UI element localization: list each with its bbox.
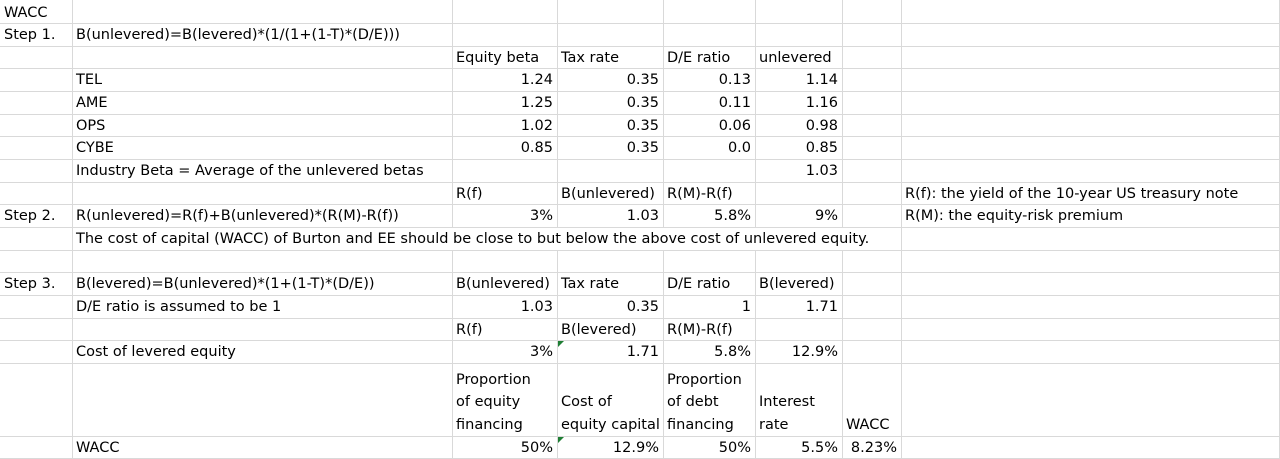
company-name[interactable]: OPS [76, 118, 106, 134]
gridline [0, 136, 1280, 137]
header-prop-equity[interactable]: Proportion [456, 372, 531, 388]
tax-rate-cell[interactable]: 0.35 [626, 299, 659, 315]
wacc-label[interactable]: WACC [76, 440, 120, 456]
company-name[interactable]: CYBE [76, 140, 114, 156]
r-unlevered-cell[interactable]: 9% [814, 208, 838, 224]
interest-rate-cell[interactable]: 5.5% [801, 440, 838, 456]
assumption-label[interactable]: D/E ratio is assumed to be 1 [76, 299, 282, 315]
header-prop-debt[interactable]: financing [667, 417, 734, 433]
header-prop-debt[interactable]: Proportion [667, 372, 742, 388]
col-header-b-levered[interactable]: B(levered) [561, 322, 637, 338]
header-prop-equity[interactable]: of equity [456, 394, 521, 410]
de-ratio-cell[interactable]: 0.13 [718, 72, 751, 88]
header-interest-rate[interactable]: rate [759, 417, 789, 433]
b-levered-cell[interactable]: 1.71 [626, 344, 659, 360]
gridline [0, 68, 1280, 69]
gridline [0, 272, 1280, 273]
prop-equity-cell[interactable]: 50% [520, 440, 553, 456]
gridline [0, 363, 1280, 364]
de-ratio-cell[interactable]: 0.0 [727, 140, 751, 156]
step3-formula[interactable]: B(levered)=B(unlevered)*(1+(1-T)*(D/E)) [76, 276, 375, 292]
gridline [0, 227, 1280, 228]
col-header-b-unlevered[interactable]: B(unlevered) [456, 276, 550, 292]
de-ratio-cell[interactable]: 0.06 [718, 118, 751, 134]
tax-rate-cell[interactable]: 0.35 [626, 95, 659, 111]
col-header-de-ratio[interactable]: D/E ratio [667, 50, 731, 66]
industry-beta-value[interactable]: 1.03 [805, 163, 838, 179]
rf-cell[interactable]: 3% [529, 344, 553, 360]
gridline [0, 250, 1280, 251]
header-cost-equity[interactable]: Cost of [561, 394, 612, 410]
equity-beta-cell[interactable]: 1.02 [520, 118, 553, 134]
gridline [0, 295, 1280, 296]
col-header-unlevered[interactable]: unlevered [759, 50, 832, 66]
b-unlevered-cell[interactable]: 1.03 [520, 299, 553, 315]
formula-indicator-icon [558, 437, 564, 443]
company-name[interactable]: TEL [76, 72, 103, 88]
wacc-cell[interactable]: 8.23% [850, 440, 897, 456]
step1-label[interactable]: Step 1. [4, 27, 56, 43]
company-name[interactable]: AME [76, 95, 108, 111]
gridline [0, 46, 1280, 47]
header-interest-rate[interactable]: Interest [759, 394, 815, 410]
gridline [0, 159, 1280, 160]
col-header-rf[interactable]: R(f) [456, 322, 483, 338]
gridline [0, 182, 1280, 183]
step1-formula[interactable]: B(unlevered)=B(levered)*(1/(1+(1-T)*(D/E… [76, 27, 400, 43]
cost-levered-equity-cell[interactable]: 12.9% [791, 344, 838, 360]
industry-beta-label[interactable]: Industry Beta = Average of the unlevered… [76, 163, 424, 179]
tax-rate-cell[interactable]: 0.35 [626, 140, 659, 156]
rm-rf-cell[interactable]: 5.8% [714, 208, 751, 224]
rf-cell[interactable]: 3% [529, 208, 553, 224]
gridline [0, 204, 1280, 205]
b-levered-cell[interactable]: 1.71 [805, 299, 838, 315]
col-header-rf[interactable]: R(f) [456, 186, 483, 202]
header-prop-equity[interactable]: financing [456, 417, 523, 433]
formula-indicator-icon [558, 341, 564, 347]
step2-label[interactable]: Step 2. [4, 208, 56, 224]
step2-formula[interactable]: R(unlevered)=R(f)+B(unlevered)*(R(M)-R(f… [76, 208, 399, 224]
unlevered-beta-cell[interactable]: 0.98 [805, 118, 838, 134]
unlevered-beta-cell[interactable]: 1.16 [805, 95, 838, 111]
header-wacc[interactable]: WACC [846, 417, 890, 433]
equity-beta-cell[interactable]: 0.85 [520, 140, 553, 156]
note-rm[interactable]: R(M): the equity-risk premium [905, 208, 1124, 224]
col-header-tax-rate[interactable]: Tax rate [561, 50, 619, 66]
sheet-title[interactable]: WACC [4, 5, 48, 21]
de-ratio-cell[interactable]: 0.11 [718, 95, 751, 111]
prop-debt-cell[interactable]: 50% [718, 440, 751, 456]
col-header-de-ratio[interactable]: D/E ratio [667, 276, 731, 292]
conclusion-text[interactable]: The cost of capital (WACC) of Burton and… [76, 228, 870, 250]
gridline [0, 114, 1280, 115]
col-header-equity-beta[interactable]: Equity beta [456, 50, 540, 66]
cost-levered-equity-label[interactable]: Cost of levered equity [76, 344, 236, 360]
gridline [0, 340, 1280, 341]
de-ratio-cell[interactable]: 1 [741, 299, 751, 315]
tax-rate-cell[interactable]: 0.35 [626, 72, 659, 88]
gridline [0, 318, 1280, 319]
b-unlevered-cell[interactable]: 1.03 [626, 208, 659, 224]
col-header-rm-rf[interactable]: R(M)-R(f) [667, 322, 733, 338]
col-header-tax-rate[interactable]: Tax rate [561, 276, 619, 292]
note-rf[interactable]: R(f): the yield of the 10-year US treasu… [905, 186, 1239, 202]
gridline [901, 0, 902, 459]
gridline [0, 23, 1280, 24]
gridline [0, 436, 1280, 437]
equity-beta-cell[interactable]: 1.24 [520, 72, 553, 88]
header-cost-equity[interactable]: equity capital [561, 417, 660, 433]
col-header-b-levered[interactable]: B(levered) [759, 276, 835, 292]
col-header-rm-rf[interactable]: R(M)-R(f) [667, 186, 733, 202]
col-header-b-unlevered[interactable]: B(unlevered) [561, 186, 655, 202]
tax-rate-cell[interactable]: 0.35 [626, 118, 659, 134]
gridline [0, 91, 1280, 92]
equity-beta-cell[interactable]: 1.25 [520, 95, 553, 111]
unlevered-beta-cell[interactable]: 1.14 [805, 72, 838, 88]
cost-equity-cell[interactable]: 12.9% [612, 440, 659, 456]
step3-label[interactable]: Step 3. [4, 276, 56, 292]
gridline [72, 0, 73, 459]
rm-rf-cell[interactable]: 5.8% [714, 344, 751, 360]
header-prop-debt[interactable]: of debt [667, 394, 719, 410]
unlevered-beta-cell[interactable]: 0.85 [805, 140, 838, 156]
